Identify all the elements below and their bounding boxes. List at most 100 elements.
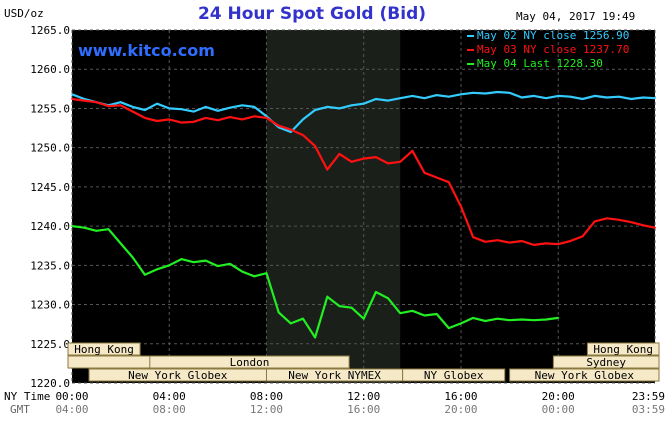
- data-point: [642, 224, 645, 227]
- x-tick-label-gmt: 03:59: [632, 403, 665, 416]
- data-point: [508, 91, 511, 94]
- data-point: [630, 221, 633, 224]
- data-point: [460, 322, 462, 325]
- data-point: [302, 118, 304, 121]
- data-point: [423, 314, 426, 317]
- data-point: [387, 162, 389, 165]
- data-point: [71, 98, 73, 100]
- data-point: [265, 116, 268, 119]
- data-point: [326, 295, 329, 298]
- data-point: [435, 176, 438, 179]
- data-point: [520, 96, 523, 99]
- data-point: [338, 305, 341, 308]
- data-point: [107, 228, 110, 231]
- session-bar: [149, 355, 350, 369]
- data-point: [557, 316, 560, 319]
- data-point: [192, 261, 195, 264]
- data-point: [569, 240, 572, 242]
- data-point: [545, 97, 547, 100]
- y-tick-label: 1265.0: [30, 24, 70, 37]
- gmt-row-label: GMT: [10, 403, 30, 416]
- data-point: [314, 145, 317, 147]
- data-point: [460, 205, 462, 208]
- data-point: [447, 95, 450, 98]
- data-point: [289, 131, 292, 133]
- session-bar: [67, 342, 141, 356]
- y-tick-label: 1245.0: [30, 181, 70, 194]
- data-point: [71, 225, 73, 228]
- session-label: NY Globex: [424, 369, 484, 382]
- x-tick-label-ny: 16:00: [444, 390, 477, 403]
- website-watermark[interactable]: www.kitco.com: [78, 41, 215, 60]
- data-point: [472, 316, 475, 319]
- data-point: [314, 336, 317, 339]
- data-point: [484, 92, 487, 95]
- data-point: [533, 244, 535, 246]
- legend-label: May 02 NY close 1256.90: [477, 29, 629, 42]
- data-point: [168, 118, 171, 121]
- data-point: [168, 264, 171, 267]
- y-tick-label: 1230.0: [30, 299, 70, 312]
- data-point: [216, 265, 219, 268]
- data-point: [447, 181, 450, 184]
- data-point: [399, 160, 402, 163]
- x-tick-label-gmt: 20:00: [444, 403, 477, 416]
- highlight-band: [266, 30, 401, 383]
- data-point: [496, 239, 499, 242]
- data-point: [83, 99, 86, 102]
- data-point: [581, 235, 584, 238]
- x-tick-label-ny: 08:00: [250, 390, 283, 403]
- session-bar: [509, 368, 660, 382]
- data-point: [168, 107, 171, 110]
- data-point: [605, 96, 608, 99]
- unit-label: USD/oz: [4, 7, 44, 20]
- ny-time-row-label: NY Time: [4, 390, 50, 403]
- y-tick-label: 1220.0: [30, 377, 70, 390]
- data-point: [302, 134, 304, 137]
- chart-timestamp: May 04, 2017 19:49: [516, 10, 635, 23]
- session-bar: [586, 342, 660, 356]
- data-point: [338, 107, 341, 110]
- data-point: [95, 101, 98, 104]
- x-axis: 00:0004:0004:0008:0008:0012:0012:0016:00…: [55, 390, 665, 416]
- data-point: [447, 327, 450, 329]
- data-point: [204, 259, 207, 262]
- data-point: [216, 109, 219, 112]
- data-point: [253, 115, 256, 118]
- data-point: [362, 157, 365, 160]
- data-point: [484, 240, 487, 243]
- data-point: [350, 104, 353, 107]
- legend-swatch: [467, 49, 474, 51]
- legend-label: May 03 NY close 1237.70: [477, 43, 629, 56]
- session-label: Hong Kong: [74, 343, 134, 356]
- data-point: [156, 268, 158, 271]
- data-point: [472, 91, 475, 94]
- x-tick-label-ny: 04:00: [153, 390, 186, 403]
- data-point: [216, 119, 219, 122]
- data-point: [180, 121, 183, 124]
- data-point: [520, 318, 523, 321]
- legend-swatch: [467, 35, 474, 37]
- data-point: [289, 128, 292, 131]
- y-tick-label: 1250.0: [30, 142, 70, 155]
- data-point: [460, 93, 462, 96]
- data-point: [289, 322, 292, 325]
- x-tick-label-ny: 23:59: [632, 390, 665, 403]
- data-point: [411, 309, 414, 312]
- data-point: [277, 124, 280, 127]
- data-point: [484, 320, 487, 322]
- data-point: [557, 94, 560, 97]
- legend-swatch: [467, 63, 474, 65]
- x-tick-label-ny: 20:00: [542, 390, 575, 403]
- data-point: [557, 243, 560, 246]
- data-point: [545, 318, 547, 321]
- x-tick-label-ny: 12:00: [347, 390, 380, 403]
- y-tick-label: 1235.0: [30, 259, 70, 272]
- data-point: [144, 109, 146, 111]
- data-point: [253, 105, 256, 108]
- data-point: [423, 171, 426, 174]
- data-point: [241, 270, 244, 273]
- data-point: [119, 104, 122, 107]
